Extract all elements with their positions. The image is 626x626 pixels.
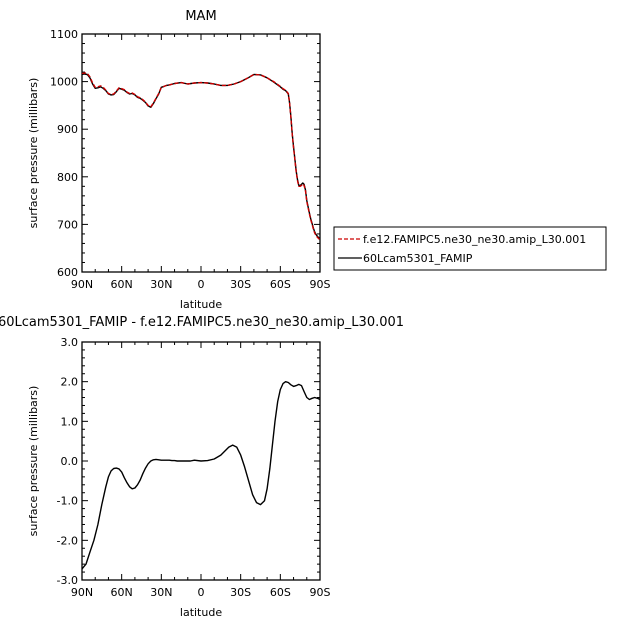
bottom-series-lines: [81, 381, 321, 570]
top-series-lines: [81, 72, 321, 241]
bottom-axis-ticks: 90N 60N 30N 0 30S 60S 90S -3.0 -2.0 -1.0 0.0 1.0 2.0…: [57, 336, 331, 599]
top-y-tick-label: 1000: [50, 76, 78, 89]
top-y-tick-label: 900: [57, 123, 78, 136]
top-plot-frame: [81, 33, 321, 273]
bottom-x-tick-label: 30N: [150, 586, 172, 599]
top-y-axis-label: surface pressure (millibars): [27, 78, 40, 229]
bottom-y-tick-label: 1.0: [61, 415, 79, 428]
bottom-y-tick-label: -2.0: [57, 534, 78, 547]
top-chart-title: MAM: [185, 9, 216, 24]
bottom-y-tick-label: 0.0: [61, 455, 79, 468]
bottom-x-tick-label: 0: [198, 586, 205, 599]
top-y-tick-label: 1100: [50, 28, 78, 41]
top-x-tick-label: 30S: [230, 278, 251, 291]
bottom-x-tick-label: 30S: [230, 586, 251, 599]
bottom-y-tick-label: -3.0: [57, 574, 78, 587]
legend-label-0: f.e12.FAMIPC5.ne30_ne30.amip_L30.001: [363, 233, 586, 246]
bottom-x-tick-label: 60S: [270, 586, 291, 599]
top-x-tick-label: 90S: [310, 278, 331, 291]
bottom-y-tick-label: 2.0: [61, 376, 79, 389]
difference-panel: 60Lcam5301_FAMIP - f.e12.FAMIPC5.ne30_ne…: [0, 315, 404, 619]
bottom-x-tick-label: 60N: [111, 586, 133, 599]
bottom-x-tick-label: 90N: [71, 586, 93, 599]
top-x-tick-label: 90N: [71, 278, 93, 291]
top-y-tick-label: 600: [57, 266, 78, 279]
top-x-axis-label: latitude: [180, 298, 222, 311]
bottom-y-tick-label: -1.0: [57, 495, 78, 508]
top-x-tick-label: 0: [198, 278, 205, 291]
top-y-tick-label: 800: [57, 171, 78, 184]
bottom-y-tick-label: 3.0: [61, 336, 79, 349]
top-series-line-0: [81, 72, 321, 241]
top-axis-ticks: 90N 60N 30N 0 30S 60S 90S 600 700 800 900 1000 1100: [50, 28, 331, 291]
legend: f.e12.FAMIPC5.ne30_ne30.amip_L30.001 60L…: [333, 226, 607, 271]
legend-box: [333, 226, 607, 271]
legend-label-1: 60Lcam5301_FAMIP: [363, 252, 473, 265]
bottom-chart-title: 60Lcam5301_FAMIP - f.e12.FAMIPC5.ne30_ne…: [0, 315, 404, 330]
bottom-x-tick-label: 90S: [310, 586, 331, 599]
top-x-tick-label: 30N: [150, 278, 172, 291]
bottom-y-axis-label: surface pressure (millibars): [27, 386, 40, 537]
top-x-tick-label: 60S: [270, 278, 291, 291]
top-series-line-1: [81, 73, 321, 240]
mam-pressure-panel: MAM 90N 60N 30N 0 30S 60S 90S 600 700 800 900 1000 1…: [27, 9, 331, 311]
top-x-tick-label: 60N: [111, 278, 133, 291]
bottom-series-line-0: [81, 381, 321, 570]
bottom-x-axis-label: latitude: [180, 606, 222, 619]
top-y-tick-label: 700: [57, 218, 78, 231]
